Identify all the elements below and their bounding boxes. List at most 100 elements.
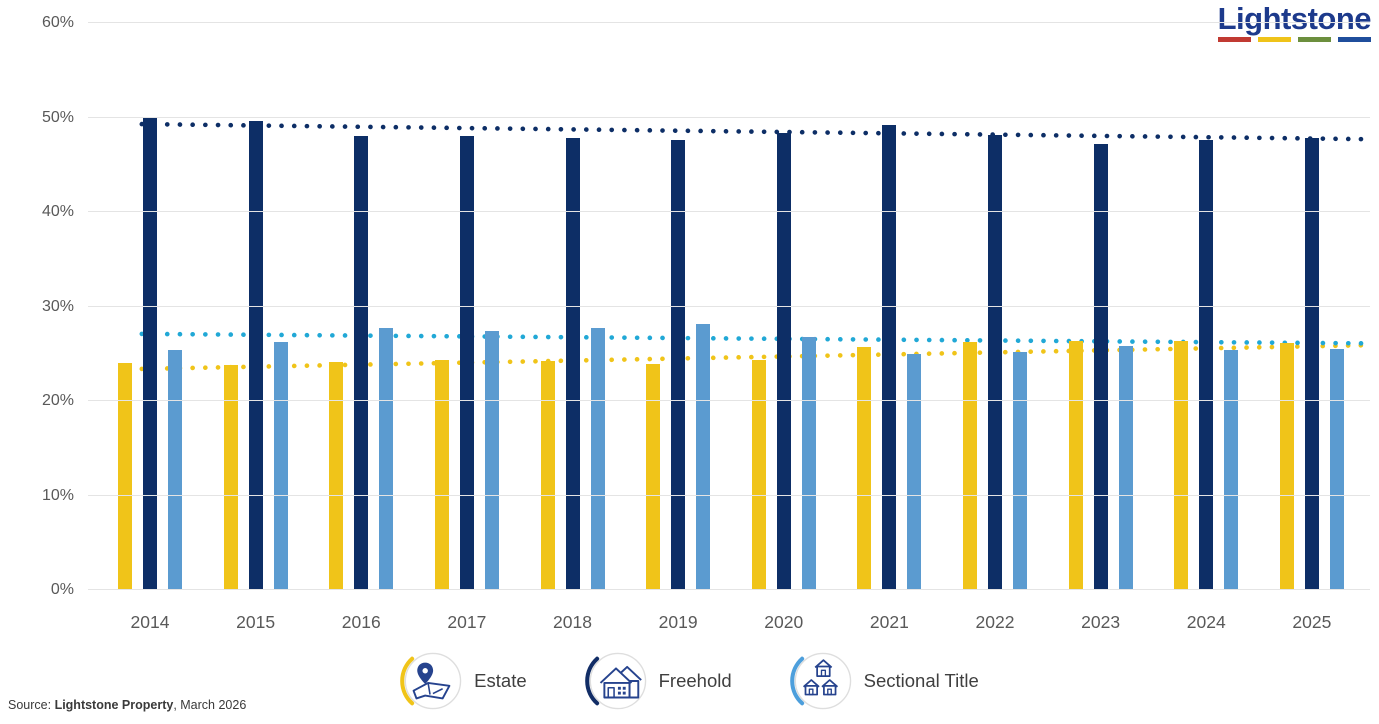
bar-freehold-2021 bbox=[882, 125, 897, 590]
logo-underline-bars bbox=[1218, 37, 1371, 42]
bar-sectional-title-2017 bbox=[484, 331, 499, 590]
y-axis-label-20%: 20% bbox=[41, 392, 74, 410]
x-axis-label-2015: 2015 bbox=[236, 612, 276, 632]
x-axis-label-2024: 2024 bbox=[1186, 612, 1226, 632]
bar-estate-2021 bbox=[857, 347, 872, 590]
source-suffix: , March 2026 bbox=[173, 698, 247, 712]
freehold-house-icon bbox=[584, 652, 646, 710]
bar-group-2019 bbox=[646, 23, 711, 590]
bar-freehold-2017 bbox=[459, 136, 474, 590]
trend-line-freehold bbox=[139, 121, 1370, 142]
bar-sectional-title-2015 bbox=[273, 342, 288, 590]
x-axis-label-2019: 2019 bbox=[658, 612, 698, 632]
bar-freehold-2022 bbox=[988, 134, 1002, 590]
bar-sectional-title-2022 bbox=[1013, 351, 1027, 590]
y-axis-label-60%: 60% bbox=[41, 14, 74, 31]
bar-estate-2020 bbox=[751, 360, 766, 590]
bar-group-2024 bbox=[1174, 23, 1239, 590]
x-axis-label-2023: 2023 bbox=[1081, 612, 1121, 632]
gridline-20% bbox=[88, 400, 1370, 401]
x-axis-label-2018: 2018 bbox=[553, 612, 592, 632]
bar-freehold-2016 bbox=[354, 136, 369, 590]
logo-underline-green bbox=[1298, 37, 1331, 42]
bar-estate-2014 bbox=[118, 363, 132, 590]
bars-row bbox=[88, 23, 1370, 590]
bar-estate-2019 bbox=[646, 364, 661, 590]
x-axis-label-2020: 2020 bbox=[764, 612, 804, 632]
sectional-arc bbox=[789, 656, 804, 706]
legend-label-sectional-title: Sectional Title bbox=[863, 670, 979, 691]
bar-sectional-title-2018 bbox=[590, 328, 605, 590]
plot-area bbox=[88, 22, 1370, 590]
bar-estate-2015 bbox=[223, 365, 238, 590]
gridline-60% bbox=[88, 22, 1370, 23]
bar-sectional-title-2021 bbox=[907, 353, 922, 590]
source-publisher: Lightstone Property bbox=[54, 698, 174, 712]
bar-group-2025 bbox=[1279, 23, 1344, 590]
x-axis-label-2022: 2022 bbox=[975, 612, 1015, 632]
bar-group-2017 bbox=[434, 23, 499, 590]
bar-freehold-2020 bbox=[776, 132, 791, 590]
x-axis-label-2017: 2017 bbox=[447, 612, 487, 632]
lightstone-logo: Lightstone bbox=[1217, 1, 1372, 42]
bar-freehold-2023 bbox=[1093, 143, 1108, 590]
estate-map-pin-icon bbox=[400, 652, 462, 710]
bar-freehold-2019 bbox=[671, 140, 686, 590]
bar-sectional-title-2024 bbox=[1224, 349, 1239, 590]
x-axis-label-2014: 2014 bbox=[130, 612, 170, 632]
bar-group-2023 bbox=[1068, 23, 1133, 590]
x-axis-label-2025: 2025 bbox=[1292, 612, 1332, 632]
bar-group-2018 bbox=[540, 23, 605, 590]
y-axis-label-40%: 40% bbox=[41, 203, 74, 221]
sectional-title-houses-icon bbox=[789, 652, 851, 710]
y-axis-label-50%: 50% bbox=[41, 108, 74, 126]
gridline-30% bbox=[88, 305, 1370, 307]
x-axis-label-2016: 2016 bbox=[341, 612, 381, 632]
bar-estate-2016 bbox=[329, 362, 344, 590]
legend-item-sectional-title: Sectional Title bbox=[789, 650, 979, 712]
y-axis-label-30%: 30% bbox=[41, 297, 74, 315]
y-axis-label-0%: 0% bbox=[50, 581, 74, 598]
legend-item-freehold: Freehold bbox=[584, 650, 732, 712]
bar-estate-2018 bbox=[540, 361, 555, 590]
x-axis-row: 2014 2015 2016 2017 2018 2019 2020 2021 2022 2023… bbox=[88, 590, 1370, 638]
bar-group-2016 bbox=[329, 23, 394, 590]
bar-group-2021 bbox=[857, 23, 922, 590]
chart-legend: Estate Freehold bbox=[0, 650, 1379, 712]
trend-line-sectional-title bbox=[139, 331, 1370, 346]
bar-freehold-2015 bbox=[248, 121, 263, 590]
bar-freehold-2018 bbox=[565, 138, 580, 590]
bar-sectional-title-2019 bbox=[696, 323, 711, 590]
bar-group-2014 bbox=[118, 23, 182, 590]
bar-estate-2022 bbox=[963, 342, 977, 590]
gridline-0% bbox=[88, 589, 1370, 590]
legend-label-estate: Estate bbox=[474, 670, 527, 691]
y-axis: 0% 10% 20% 30% 40% 50% 60% bbox=[0, 14, 74, 598]
gridline-40% bbox=[88, 211, 1370, 212]
bar-freehold-2014 bbox=[143, 117, 157, 590]
trend-lines-svg bbox=[139, 121, 1370, 372]
trend-line-estate bbox=[139, 342, 1370, 372]
logo-text: Lightstone bbox=[1217, 1, 1372, 36]
legend-item-estate: Estate bbox=[400, 650, 527, 712]
gridline-50% bbox=[88, 116, 1370, 118]
bar-sectional-title-2016 bbox=[379, 328, 394, 590]
legend-label-freehold: Freehold bbox=[658, 670, 732, 691]
bar-sectional-title-2025 bbox=[1329, 349, 1344, 590]
source-prefix: Source: bbox=[8, 698, 55, 712]
source-note: Source: Lightstone Property, March 2026 bbox=[8, 698, 246, 712]
bar-freehold-2025 bbox=[1304, 138, 1319, 590]
bar-group-2020 bbox=[751, 23, 816, 590]
bar-estate-2024 bbox=[1174, 340, 1189, 590]
bar-freehold-2024 bbox=[1199, 140, 1214, 590]
bar-sectional-title-2014 bbox=[168, 349, 182, 590]
y-axis-label-10%: 10% bbox=[41, 486, 74, 504]
bar-sectional-title-2020 bbox=[801, 336, 816, 590]
estate-arc bbox=[400, 656, 415, 706]
bar-estate-2017 bbox=[434, 360, 449, 590]
bar-group-2015 bbox=[223, 23, 288, 590]
bar-sectional-title-2023 bbox=[1118, 346, 1133, 590]
logo-underline-blue bbox=[1338, 37, 1371, 42]
logo-underline-yellow bbox=[1258, 37, 1291, 42]
